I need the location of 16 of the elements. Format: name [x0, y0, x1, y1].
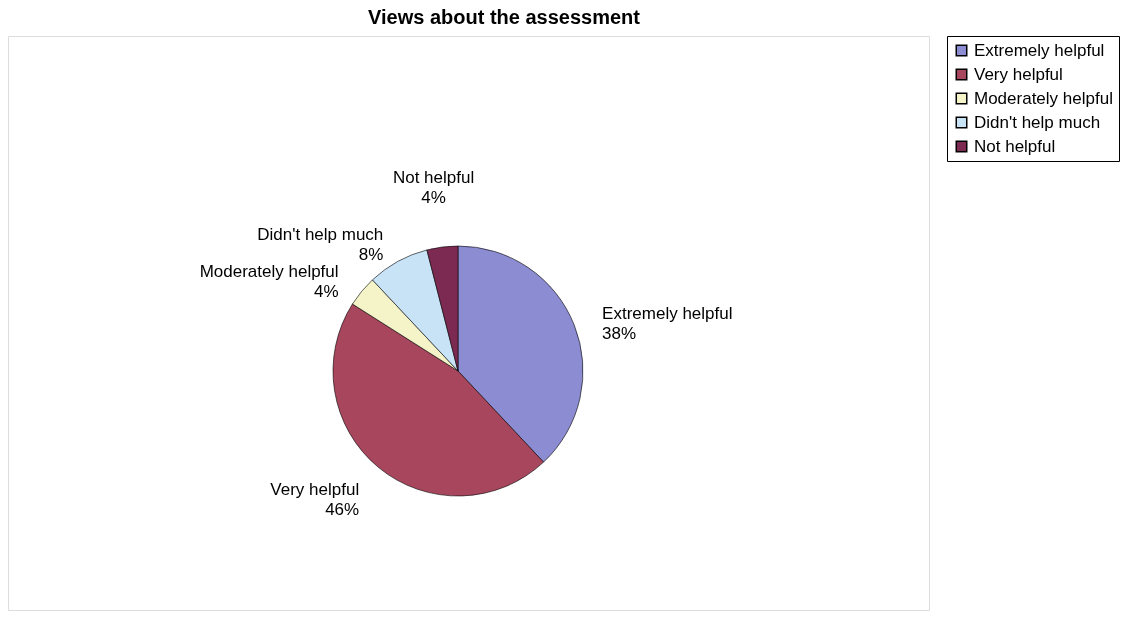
legend-label: Didn't help much — [974, 112, 1101, 132]
legend-label: Extremely helpful — [974, 40, 1105, 60]
slice-label: Didn't help much — [257, 225, 384, 245]
slice-label: Very helpful — [270, 480, 360, 500]
data-label: 46% — [325, 500, 360, 520]
slice-label: Not helpful — [392, 167, 475, 187]
legend-label: Not helpful — [974, 136, 1056, 156]
slice-label: Moderately helpful — [199, 262, 339, 282]
data-label: 38% — [602, 323, 637, 343]
legend-label: Moderately helpful — [974, 88, 1113, 108]
chart-title: Views about the assessment — [368, 6, 641, 28]
data-label: 4% — [421, 187, 446, 207]
slice-label: Extremely helpful — [602, 303, 733, 323]
data-label: 8% — [358, 245, 384, 265]
legend-label: Very helpful — [974, 64, 1063, 84]
data-label: 4% — [313, 282, 339, 302]
